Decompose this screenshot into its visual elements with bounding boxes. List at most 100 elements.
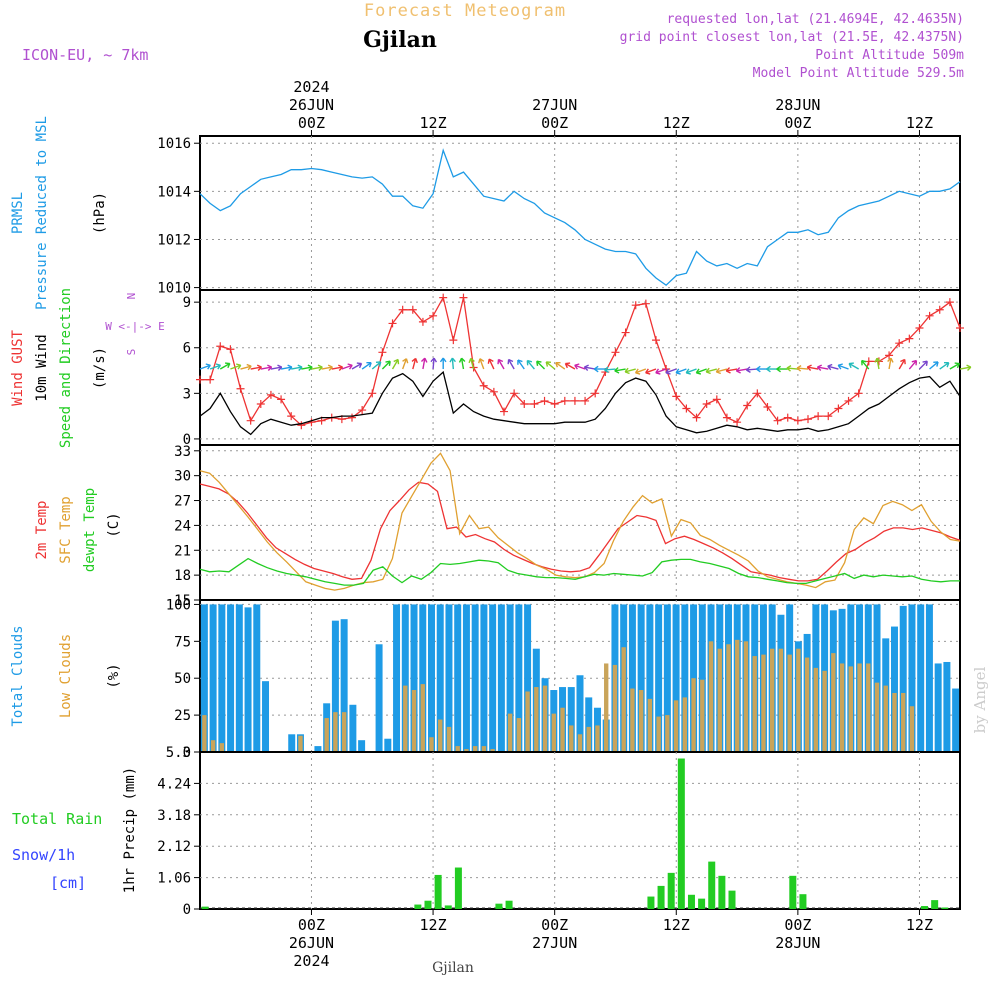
- y-tick-label: 50: [174, 671, 191, 687]
- precip-bar: [505, 900, 513, 909]
- precip-bar: [647, 896, 655, 909]
- total-cloud-bar: [890, 626, 898, 752]
- wind-direction-arrow: [402, 358, 408, 370]
- wind-gust-marker: [956, 323, 964, 332]
- total-cloud-bar: [235, 604, 243, 752]
- wind-gust-marker: [621, 328, 630, 337]
- wind-direction-arrowhead: [246, 363, 252, 371]
- wind-direction-arrow: [291, 366, 303, 370]
- wind-direction-arrowhead: [256, 364, 262, 371]
- wind-direction-arrowhead: [385, 360, 391, 367]
- wind-direction-arrowhead: [827, 363, 833, 371]
- low-cloud-bar: [219, 743, 225, 752]
- wind-direction-arrowhead: [796, 365, 802, 372]
- wind-gust-marker: [611, 348, 620, 357]
- wind-direction-arrow: [280, 366, 293, 370]
- low-cloud-bar: [481, 746, 487, 752]
- low-cloud-bar: [341, 712, 347, 752]
- low-cloud-bar: [901, 692, 906, 752]
- wind-gust-marker: [652, 336, 660, 345]
- wind-gust-marker: [885, 351, 894, 360]
- precip-bar: [444, 905, 452, 909]
- wind-direction-arrowhead: [536, 360, 542, 367]
- wind-gust-marker: [793, 416, 802, 425]
- temperature-panel: 15 18 21 24 27 30 33: [174, 444, 961, 609]
- wind-direction-arrowhead: [735, 367, 741, 374]
- y-tick-label: 1010: [157, 281, 191, 297]
- low-cloud-bar: [761, 654, 766, 752]
- y-tick-label: 24: [174, 518, 191, 534]
- wind-direction-arrow: [746, 368, 758, 371]
- wind-direction-arrowhead: [375, 361, 382, 367]
- y-tick-label: 3.18: [157, 808, 191, 824]
- wind-gust-marker: [368, 389, 377, 398]
- bottom-time-label: 12Z: [906, 916, 933, 934]
- wind-gust-marker: [773, 416, 782, 425]
- low-cloud-bar: [507, 713, 513, 752]
- wind-direction-arrowhead: [593, 365, 599, 373]
- temp-label-2m: 2m Temp: [34, 500, 50, 559]
- temp-label-dewpoint: dewpt Temp: [82, 488, 98, 572]
- low-cloud-bar: [595, 725, 600, 752]
- clouds-label-low: Low Clouds: [58, 634, 74, 718]
- wind-direction-arrowhead: [624, 367, 630, 375]
- total-cloud-bar: [445, 604, 453, 752]
- clouds-panel: 0 25 50 75 100: [166, 597, 961, 761]
- wind-direction-arrow: [536, 360, 546, 370]
- wind-gust-marker: [500, 407, 508, 416]
- watermark: by Angel: [971, 666, 989, 733]
- wind-direction-arrow: [545, 361, 556, 370]
- total-cloud-bar: [524, 604, 532, 752]
- wind-direction-arrow: [230, 364, 241, 370]
- wind-direction-arrow: [351, 362, 362, 370]
- wind-direction-arrowhead: [468, 357, 475, 364]
- low-cloud-bar: [298, 735, 303, 752]
- wind-direction-arrowhead: [614, 367, 620, 374]
- y-tick-label: 33: [174, 444, 191, 460]
- wind-direction-arrow: [526, 360, 535, 370]
- top-time-label: 00Z: [298, 114, 325, 132]
- wind-gust-marker: [804, 415, 812, 424]
- wind-direction-arrowhead: [526, 359, 533, 366]
- total-cloud-bar: [244, 607, 252, 752]
- low-cloud-bar: [647, 698, 653, 752]
- wind-direction-arrow: [497, 359, 505, 370]
- total-cloud-bar: [375, 644, 383, 752]
- low-cloud-bar: [577, 734, 583, 752]
- wind-direction-arrow: [604, 368, 616, 371]
- wind-gust-marker: [550, 399, 559, 408]
- y-axis-labels: PRMSL Pressure Reduced to MSL (hPa) Wind GU…: [10, 116, 165, 893]
- wind-direction-arrow: [959, 366, 971, 370]
- model-altitude: Model Point Altitude 529.5m: [753, 66, 964, 81]
- top-time-label: 00Z: [541, 114, 568, 132]
- low-cloud-bar: [630, 688, 635, 752]
- total-cloud-bar: [436, 604, 444, 752]
- total-cloud-bar: [227, 604, 235, 752]
- total-cloud-bar: [628, 604, 636, 752]
- low-cloud-bar: [892, 692, 897, 752]
- total-cloud-bar: [480, 604, 488, 752]
- wind-direction-arrow: [422, 358, 426, 370]
- wind-gust-marker: [682, 404, 691, 413]
- top-time-label: 12Z: [663, 114, 690, 132]
- wind-direction-arrowhead: [715, 367, 721, 375]
- bottom-time-label: 00Z: [541, 916, 568, 934]
- total-cloud-bar: [873, 604, 881, 752]
- precip-label-cm: [cm]: [50, 874, 86, 892]
- wind-gust-marker: [266, 390, 275, 399]
- wind-gust-marker: [408, 305, 417, 314]
- wind-direction-arrowhead: [922, 360, 928, 367]
- wind-gust-marker: [814, 412, 823, 421]
- wind-direction-arrow: [861, 360, 870, 370]
- wind-direction-arrowhead: [806, 364, 812, 371]
- y-tick-label: 0: [183, 745, 191, 761]
- wind-direction-arrow: [827, 365, 839, 370]
- total-cloud-bar: [410, 604, 418, 752]
- wind-gust-marker: [733, 418, 742, 427]
- total-cloud-bar: [218, 604, 226, 752]
- total-cloud-bar: [288, 734, 296, 752]
- wind-direction-arrowhead: [297, 364, 303, 371]
- wind-direction-arrowhead: [911, 359, 918, 366]
- wind-direction-arrow: [361, 362, 372, 370]
